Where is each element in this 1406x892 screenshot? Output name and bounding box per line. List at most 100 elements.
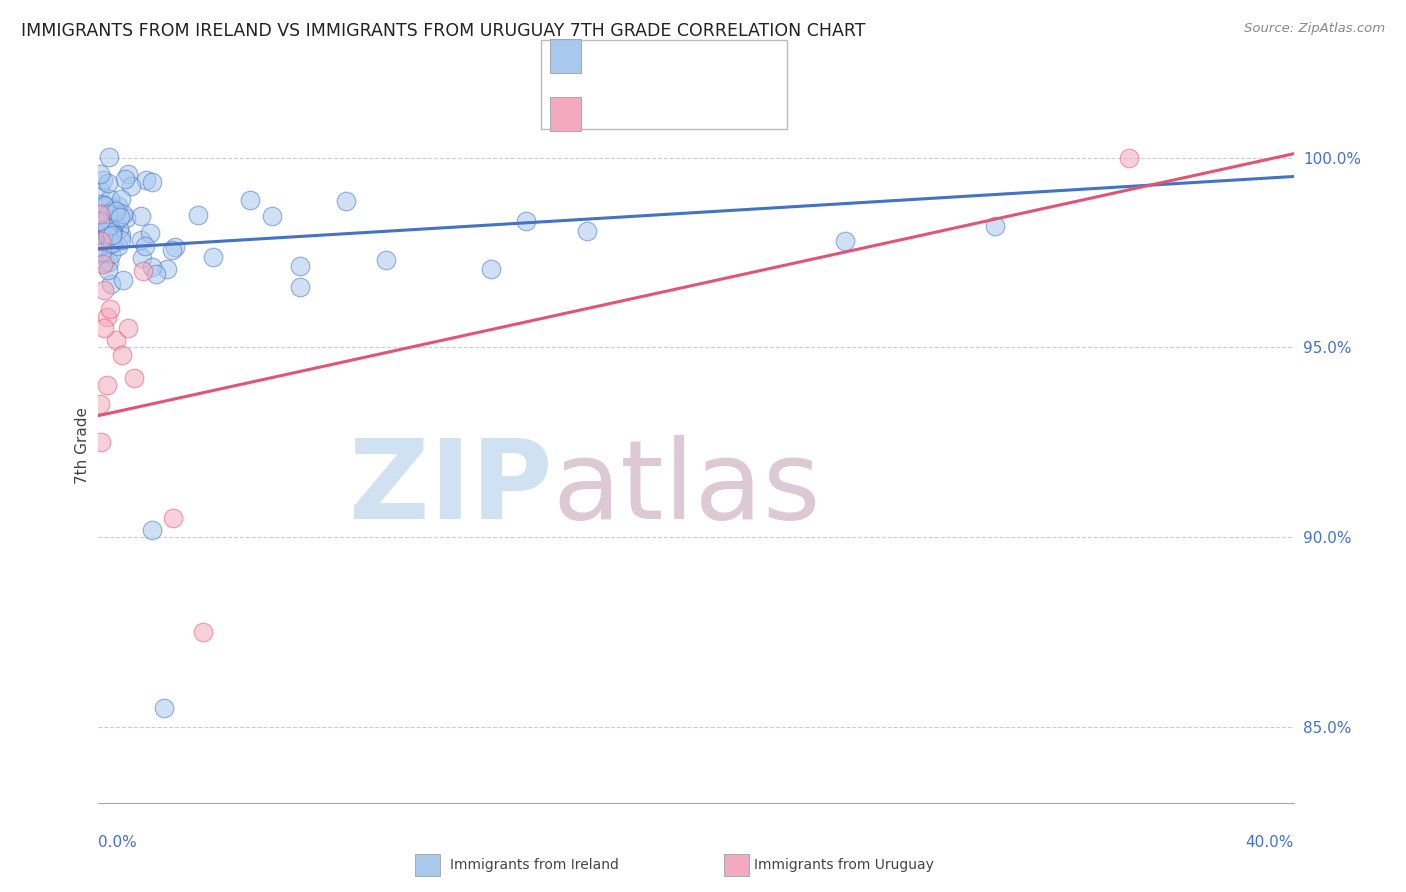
Point <box>111 348 134 362</box>
Text: atlas: atlas <box>553 435 821 542</box>
Text: 0.201: 0.201 <box>620 45 668 59</box>
Point <box>124 370 146 384</box>
Point <box>90 435 112 450</box>
Point <box>89 214 111 228</box>
Text: R =: R = <box>589 45 623 59</box>
Point <box>141 260 163 274</box>
Text: 0.325: 0.325 <box>620 95 668 110</box>
Point <box>91 245 114 260</box>
Point <box>93 284 115 298</box>
Text: N =: N = <box>673 45 717 59</box>
Point <box>101 203 124 218</box>
Point <box>1118 151 1140 165</box>
Point <box>93 255 115 269</box>
Point <box>191 625 214 640</box>
Point <box>114 172 136 186</box>
Point <box>107 199 129 213</box>
Point <box>145 268 167 282</box>
Point <box>89 207 111 221</box>
Point <box>98 150 121 164</box>
Point <box>335 194 357 208</box>
Point <box>162 243 184 257</box>
Point <box>90 196 112 211</box>
Point <box>104 215 127 229</box>
Point <box>834 234 856 248</box>
Point <box>132 264 155 278</box>
Text: Immigrants from Ireland: Immigrants from Ireland <box>450 858 619 872</box>
Point <box>162 511 184 525</box>
Point <box>96 225 118 239</box>
Point <box>131 209 153 223</box>
Point <box>93 230 115 244</box>
Point <box>141 523 163 537</box>
Text: Source: ZipAtlas.com: Source: ZipAtlas.com <box>1244 22 1385 36</box>
Point <box>98 302 122 317</box>
Point <box>97 262 120 277</box>
Text: Immigrants from Uruguay: Immigrants from Uruguay <box>754 858 934 872</box>
Point <box>97 176 120 190</box>
Point <box>114 211 136 226</box>
Point <box>89 397 111 411</box>
Point <box>97 223 120 237</box>
Point <box>90 234 112 248</box>
Point <box>98 219 121 234</box>
Point <box>111 207 134 221</box>
Point <box>98 236 121 251</box>
Point <box>100 227 122 242</box>
Point <box>202 250 225 264</box>
Point <box>239 194 262 208</box>
Point <box>576 224 599 238</box>
Point <box>100 247 122 261</box>
Point <box>98 192 121 206</box>
Text: ZIP: ZIP <box>349 435 553 542</box>
Point <box>110 228 132 243</box>
Point <box>103 202 125 217</box>
Point <box>97 229 120 244</box>
Point <box>89 245 111 260</box>
Point <box>110 193 132 207</box>
Point <box>107 239 129 253</box>
Point <box>91 227 114 242</box>
Text: 81: 81 <box>718 45 740 59</box>
Point <box>129 233 152 247</box>
Text: 18: 18 <box>718 95 740 110</box>
Point <box>479 262 502 277</box>
Point <box>98 254 121 268</box>
Point <box>100 236 122 251</box>
Point <box>91 206 114 220</box>
Point <box>96 378 118 392</box>
Text: R =: R = <box>589 95 623 110</box>
Point <box>107 222 129 236</box>
Text: IMMIGRANTS FROM IRELAND VS IMMIGRANTS FROM URUGUAY 7TH GRADE CORRELATION CHART: IMMIGRANTS FROM IRELAND VS IMMIGRANTS FR… <box>21 22 866 40</box>
Point <box>117 321 139 335</box>
Point <box>288 259 311 273</box>
Text: 0.0%: 0.0% <box>98 836 138 850</box>
Point <box>262 210 284 224</box>
Point <box>91 257 114 271</box>
Point <box>96 220 118 235</box>
Point <box>100 225 122 239</box>
Point <box>96 227 118 242</box>
Point <box>93 198 115 212</box>
Point <box>96 221 118 235</box>
Point <box>96 230 118 244</box>
Point <box>165 240 187 254</box>
Point <box>89 167 111 181</box>
Point <box>983 219 1005 233</box>
Text: 40.0%: 40.0% <box>1246 836 1294 850</box>
Point <box>135 173 157 187</box>
Point <box>108 210 131 224</box>
Point <box>156 262 179 277</box>
Point <box>97 207 120 221</box>
Point <box>94 198 117 212</box>
Point <box>134 239 156 253</box>
Point <box>141 175 163 189</box>
Point <box>374 252 396 267</box>
Point <box>120 179 142 194</box>
Y-axis label: 7th Grade: 7th Grade <box>75 408 90 484</box>
Point <box>89 227 111 242</box>
Point <box>515 214 537 228</box>
Point <box>288 280 311 294</box>
Point <box>89 183 111 197</box>
Point <box>117 167 139 181</box>
